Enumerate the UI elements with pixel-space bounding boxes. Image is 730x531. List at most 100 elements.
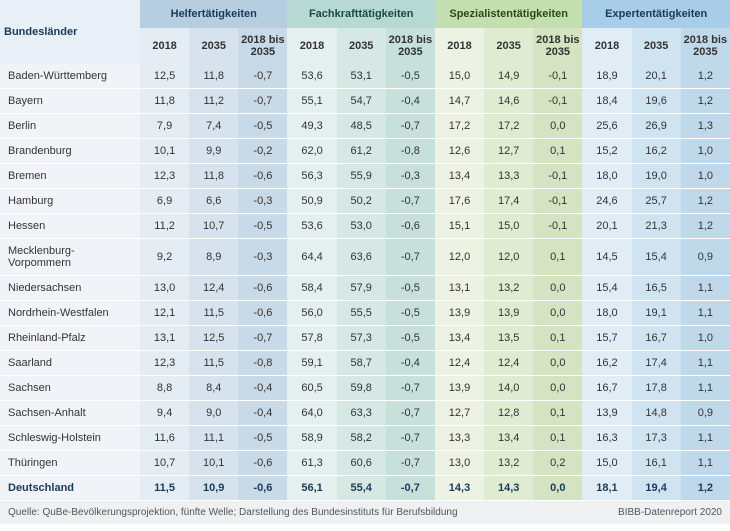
cell-value: 17,8 <box>632 376 681 401</box>
cell-value: 12,6 <box>435 139 484 164</box>
cell-value: 0,1 <box>533 401 582 426</box>
table-row: Mecklenburg-Vorpommern9,28,9-0,364,463,6… <box>0 239 730 276</box>
cell-value: 16,7 <box>582 376 631 401</box>
cell-value: 11,8 <box>189 164 238 189</box>
cell-value: 15,7 <box>582 326 631 351</box>
cell-value: 10,1 <box>189 451 238 476</box>
cell-value: -0,4 <box>386 89 435 114</box>
cell-value: -0,3 <box>238 189 287 214</box>
cell-value: 50,2 <box>337 189 386 214</box>
cell-value: 0,2 <box>533 451 582 476</box>
cell-value: 12,7 <box>484 139 533 164</box>
cell-value: 12,7 <box>435 401 484 426</box>
row-label: Hessen <box>0 214 140 239</box>
cell-value: 14,0 <box>484 376 533 401</box>
cell-value: 15,4 <box>582 276 631 301</box>
group-header: Helfertätigkeiten <box>140 0 287 28</box>
cell-value: 13,4 <box>435 326 484 351</box>
cell-value: -0,6 <box>386 214 435 239</box>
cell-value: -0,5 <box>386 326 435 351</box>
year-header: 2018 bis 2035 <box>386 28 435 64</box>
cell-value: 17,2 <box>435 114 484 139</box>
row-label: Thüringen <box>0 451 140 476</box>
cell-value: 15,0 <box>582 451 631 476</box>
cell-value: 1,1 <box>681 426 730 451</box>
year-header: 2018 bis 2035 <box>533 28 582 64</box>
cell-value: 10,9 <box>189 476 238 501</box>
cell-value: -0,7 <box>386 401 435 426</box>
cell-value: -0,5 <box>386 276 435 301</box>
cell-value: 56,3 <box>287 164 336 189</box>
row-label: Schleswig-Holstein <box>0 426 140 451</box>
cell-value: 15,1 <box>435 214 484 239</box>
cell-value: 7,4 <box>189 114 238 139</box>
group-header: Fachkrafttätigkeiten <box>287 0 434 28</box>
cell-value: 59,8 <box>337 376 386 401</box>
cell-value: 0,1 <box>533 326 582 351</box>
cell-value: 13,4 <box>435 164 484 189</box>
cell-value: 62,0 <box>287 139 336 164</box>
cell-value: 17,4 <box>632 351 681 376</box>
cell-value: 13,2 <box>484 451 533 476</box>
cell-value: 14,8 <box>632 401 681 426</box>
table-row: Sachsen-Anhalt9,49,0-0,464,063,3-0,712,7… <box>0 401 730 426</box>
cell-value: 55,9 <box>337 164 386 189</box>
cell-value: -0,6 <box>238 301 287 326</box>
cell-value: 16,3 <box>582 426 631 451</box>
cell-value: -0,4 <box>238 376 287 401</box>
cell-value: -0,8 <box>238 351 287 376</box>
cell-value: 55,4 <box>337 476 386 501</box>
cell-value: 1,1 <box>681 351 730 376</box>
cell-value: 18,9 <box>582 64 631 89</box>
cell-value: 14,3 <box>484 476 533 501</box>
cell-value: 10,1 <box>140 139 189 164</box>
year-header: 2018 <box>582 28 631 64</box>
cell-value: -0,1 <box>533 164 582 189</box>
cell-value: 14,9 <box>484 64 533 89</box>
cell-value: 9,2 <box>140 239 189 276</box>
cell-value: 0,9 <box>681 401 730 426</box>
table-row: Sachsen8,88,4-0,460,559,8-0,713,914,00,0… <box>0 376 730 401</box>
cell-value: 53,1 <box>337 64 386 89</box>
cell-value: 61,2 <box>337 139 386 164</box>
cell-value: -0,5 <box>238 426 287 451</box>
cell-value: 55,5 <box>337 301 386 326</box>
cell-value: 58,7 <box>337 351 386 376</box>
cell-value: 15,0 <box>435 64 484 89</box>
cell-value: 1,2 <box>681 476 730 501</box>
row-label: Hamburg <box>0 189 140 214</box>
cell-value: 11,2 <box>189 89 238 114</box>
cell-value: 60,6 <box>337 451 386 476</box>
cell-value: 25,6 <box>582 114 631 139</box>
cell-value: 12,4 <box>435 351 484 376</box>
year-header: 2018 bis 2035 <box>681 28 730 64</box>
table-row: Rheinland-Pfalz13,112,5-0,757,857,3-0,51… <box>0 326 730 351</box>
cell-value: 58,9 <box>287 426 336 451</box>
cell-value: -0,5 <box>238 114 287 139</box>
table-footer: Quelle: QuBe-Bevölkerungsprojektion, fün… <box>0 501 730 524</box>
cell-value: 49,3 <box>287 114 336 139</box>
cell-value: 1,1 <box>681 451 730 476</box>
cell-value: 15,4 <box>632 239 681 276</box>
cell-value: 12,0 <box>435 239 484 276</box>
cell-value: 14,6 <box>484 89 533 114</box>
cell-value: 12,3 <box>140 164 189 189</box>
cell-value: 12,5 <box>140 64 189 89</box>
cell-value: 0,9 <box>681 239 730 276</box>
cell-value: 13,3 <box>435 426 484 451</box>
cell-value: 1,2 <box>681 189 730 214</box>
cell-value: 1,0 <box>681 326 730 351</box>
table-row: Berlin7,97,4-0,549,348,5-0,717,217,20,02… <box>0 114 730 139</box>
cell-value: 63,6 <box>337 239 386 276</box>
row-label: Saarland <box>0 351 140 376</box>
cell-value: 12,4 <box>484 351 533 376</box>
total-row: Deutschland11,510,9-0,656,155,4-0,714,31… <box>0 476 730 501</box>
cell-value: 57,3 <box>337 326 386 351</box>
cell-value: 0,1 <box>533 239 582 276</box>
cell-value: 1,2 <box>681 214 730 239</box>
cell-value: -0,3 <box>386 164 435 189</box>
cell-value: 19,1 <box>632 301 681 326</box>
cell-value: 11,2 <box>140 214 189 239</box>
row-label: Bremen <box>0 164 140 189</box>
cell-value: -0,1 <box>533 189 582 214</box>
